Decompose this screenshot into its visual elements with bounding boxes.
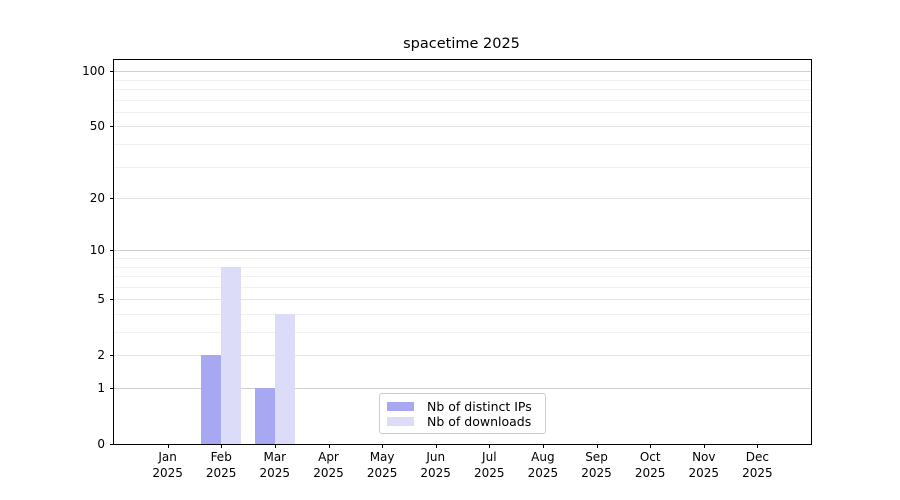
y-axis-tick — [110, 198, 114, 200]
plot-area: Jan 2025 Feb 2025 Mar 2025 Apr 2025 May 2025 Jun 20… — [82, 59, 812, 480]
gridline-minor — [114, 99, 811, 101]
y-axis-tick — [110, 444, 114, 445]
chart-title: spacetime 2025 — [403, 36, 520, 52]
y-axis-label-100: 100 — [82, 64, 105, 79]
x-axis-tick — [274, 444, 276, 448]
y-axis-label-50: 50 — [89, 119, 105, 134]
gridline-mid — [114, 355, 811, 357]
legend-label-downloads: Nb of downloads — [427, 413, 532, 429]
gridline-minor — [114, 258, 811, 259]
x-axis-tick — [167, 444, 169, 448]
gridline-minor — [114, 276, 811, 277]
x-axis-tick — [650, 444, 652, 448]
x-axis-label-jun: Jun 2025 — [420, 450, 451, 480]
legend-label-distinct-ips: Nb of distinct IPs — [427, 398, 532, 414]
x-axis-tick — [757, 444, 759, 448]
x-axis-tick — [703, 444, 705, 448]
legend: Nb of distinct IPs Nb of downloads — [379, 393, 546, 434]
bar-distinct-ips-feb — [201, 355, 222, 444]
x-axis-label-sep: Sep 2025 — [581, 450, 612, 480]
x-axis-tick — [596, 444, 598, 448]
gridline-minor — [114, 79, 811, 81]
bar-distinct-ips-mar — [254, 388, 275, 444]
y-axis-tick — [110, 355, 114, 357]
x-axis-tick — [435, 444, 437, 448]
x-axis-label-dec: Dec 2025 — [742, 450, 773, 480]
gridline-minor — [114, 266, 811, 268]
gridline-minor — [114, 332, 811, 333]
y-axis-label-1: 1 — [97, 381, 105, 395]
y-axis-label-0: 0 — [97, 437, 105, 451]
y-axis-label-2: 2 — [97, 348, 105, 363]
x-axis-label-nov: Nov 2025 — [688, 450, 720, 480]
gridline-minor — [114, 111, 811, 113]
x-axis-tick — [382, 444, 384, 448]
y-axis-label-20: 20 — [89, 191, 105, 206]
gridline-minor — [114, 166, 811, 168]
y-axis-tick — [110, 250, 114, 252]
x-axis-label-aug: Aug 2025 — [527, 450, 559, 480]
x-axis-label-oct: Oct 2025 — [634, 450, 666, 480]
y-axis-tick — [110, 299, 114, 301]
gridline-mid — [114, 126, 811, 128]
legend-row: Nb of distinct IPs — [387, 398, 537, 414]
gridline-mid — [114, 299, 811, 301]
x-axis-tick — [221, 444, 223, 448]
x-axis-label-apr: Apr 2025 — [313, 450, 344, 480]
x-axis-tick — [328, 444, 330, 448]
gridline-major — [114, 388, 811, 389]
y-axis-label-5: 5 — [97, 292, 105, 307]
y-axis-label-10: 10 — [89, 243, 105, 258]
gridline-minor — [114, 89, 811, 90]
gridline-major — [114, 250, 811, 252]
x-axis-label-jul: Jul 2025 — [474, 450, 505, 480]
x-axis-label-may: May 2025 — [366, 450, 398, 480]
x-axis-tick — [542, 444, 544, 448]
gridline-minor — [114, 144, 811, 145]
y-axis-tick — [110, 388, 114, 389]
x-axis-tick — [489, 444, 491, 448]
y-axis-tick — [110, 126, 114, 128]
legend-swatch-downloads — [387, 416, 414, 426]
x-axis-label-feb: Feb 2025 — [205, 450, 237, 480]
gridline-mid — [114, 198, 811, 200]
gridline-minor — [114, 314, 811, 315]
bar-downloads-feb — [221, 266, 242, 444]
x-axis-label-mar: Mar 2025 — [259, 450, 291, 480]
bar-downloads-mar — [274, 314, 295, 444]
y-axis-tick — [110, 71, 114, 73]
legend-swatch-distinct-ips — [387, 401, 414, 411]
gridline-minor — [114, 286, 811, 288]
x-axis-label-jan: Jan 2025 — [152, 450, 183, 480]
legend-row: Nb of downloads — [387, 413, 537, 429]
gridline-major — [114, 71, 811, 73]
